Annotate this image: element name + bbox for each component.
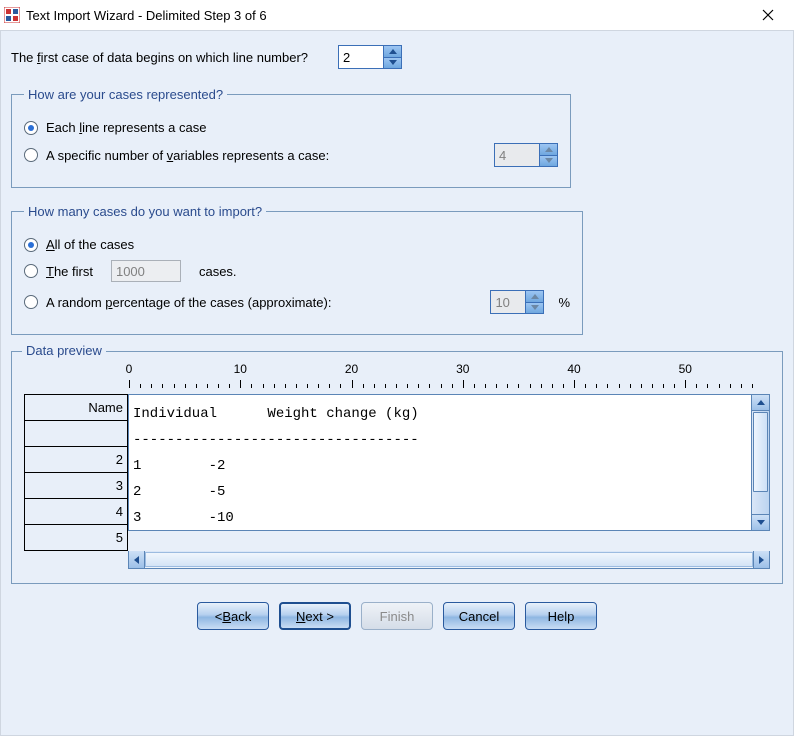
first-case-label: The first case of data begins on which l… [11, 50, 308, 65]
radio-each-line-label: Each line represents a case [46, 120, 206, 135]
radio-icon[interactable] [24, 264, 38, 278]
radio-first-n-label: The first [46, 264, 93, 279]
radio-icon[interactable] [24, 295, 38, 309]
how-many-cases-legend: How many cases do you want to import? [24, 204, 266, 219]
radio-first-n[interactable]: The first cases. [24, 260, 570, 282]
radio-icon[interactable] [24, 148, 38, 162]
ruler-label: 10 [234, 362, 247, 376]
next-button[interactable]: Next > [279, 602, 351, 630]
scroll-right-icon[interactable] [753, 551, 769, 568]
vertical-scrollbar[interactable] [752, 394, 770, 531]
radio-icon[interactable] [24, 238, 38, 252]
ruler-label: 30 [456, 362, 469, 376]
random-pct-suffix: % [558, 295, 570, 310]
spinner-down-icon [525, 303, 543, 314]
radio-number-vars-label: A specific number of variables represent… [46, 148, 329, 163]
help-button[interactable]: Help [525, 602, 597, 630]
spinner-down-icon[interactable] [383, 58, 401, 69]
cases-represented-group: How are your cases represented? Each lin… [11, 87, 571, 188]
ruler-label: 0 [126, 362, 133, 376]
spinner-up-icon [525, 291, 543, 303]
horizontal-scrollbar[interactable] [128, 551, 770, 569]
first-case-spinner[interactable] [338, 45, 402, 69]
client-area: The first case of data begins on which l… [0, 30, 794, 736]
radio-all-cases[interactable]: All of the cases [24, 237, 570, 252]
number-vars-spinner [494, 143, 558, 167]
radio-number-vars[interactable]: A specific number of variables represent… [24, 143, 558, 167]
first-case-row: The first case of data begins on which l… [11, 45, 783, 69]
radio-all-cases-label: All of the cases [46, 237, 134, 252]
preview-text-area[interactable]: Individual Weight change (kg) ----------… [128, 394, 752, 531]
name-cell: 4 [25, 499, 128, 525]
window: Text Import Wizard - Delimited Step 3 of… [0, 0, 794, 736]
cancel-button[interactable]: Cancel [443, 602, 515, 630]
number-vars-input [495, 144, 539, 166]
how-many-cases-group: How many cases do you want to import? Al… [11, 204, 583, 335]
first-n-input [111, 260, 181, 282]
random-pct-input [491, 291, 525, 313]
radio-random-pct[interactable]: A random percentage of the cases (approx… [24, 290, 570, 314]
ruler-label: 40 [567, 362, 580, 376]
titlebar: Text Import Wizard - Delimited Step 3 of… [0, 0, 794, 30]
finish-button: Finish [361, 602, 433, 630]
scroll-up-icon[interactable] [752, 395, 769, 411]
ruler: 0 10 20 30 40 50 [129, 362, 752, 390]
name-cell: 5 [25, 525, 128, 551]
first-case-input[interactable] [339, 46, 383, 68]
spinner-up-icon [539, 144, 557, 156]
name-cell: 2 [25, 447, 128, 473]
preview-name-column: Name 2345 [24, 394, 128, 551]
name-cell: 3 [25, 473, 128, 499]
cases-represented-legend: How are your cases represented? [24, 87, 227, 102]
button-row: < Back Next > Finish Cancel Help [11, 602, 783, 630]
spinner-down-icon [539, 156, 557, 167]
ruler-label: 20 [345, 362, 358, 376]
scroll-left-icon[interactable] [129, 551, 145, 568]
window-title: Text Import Wizard - Delimited Step 3 of… [26, 8, 748, 23]
close-button[interactable] [748, 1, 788, 29]
radio-each-line[interactable]: Each line represents a case [24, 120, 558, 135]
scroll-down-icon[interactable] [752, 514, 769, 530]
app-icon [4, 7, 20, 23]
data-preview-legend: Data preview [22, 343, 106, 358]
spinner-up-icon[interactable] [383, 46, 401, 58]
radio-random-pct-label: A random percentage of the cases (approx… [46, 295, 331, 310]
scroll-thumb[interactable] [753, 412, 768, 492]
random-pct-spinner [490, 290, 544, 314]
back-button[interactable]: < Back [197, 602, 269, 630]
first-n-suffix: cases. [199, 264, 237, 279]
data-preview-group: Data preview 01020304050 Name2345 Indivi… [11, 351, 783, 584]
name-cell [25, 421, 128, 447]
scroll-thumb[interactable] [145, 552, 753, 567]
name-header: Name [25, 395, 128, 421]
ruler-label: 50 [679, 362, 692, 376]
radio-icon[interactable] [24, 121, 38, 135]
